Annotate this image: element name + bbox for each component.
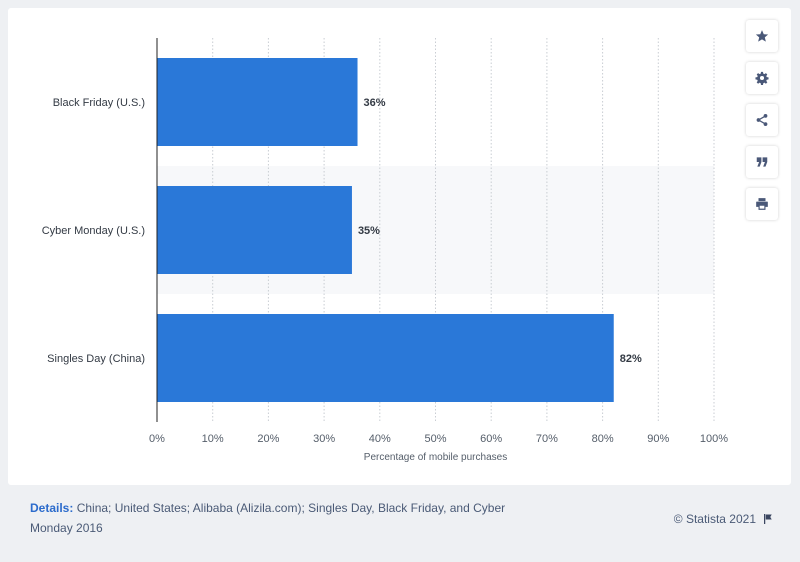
- quote-icon: [756, 157, 768, 167]
- settings-button[interactable]: [746, 62, 778, 94]
- copyright-text: © Statista 2021: [673, 512, 756, 526]
- details-label: Details:: [30, 501, 74, 515]
- x-axis-title: Percentage of mobile purchases: [364, 452, 507, 463]
- print-icon: [756, 198, 768, 210]
- share-button[interactable]: [746, 104, 778, 136]
- bar: [157, 58, 358, 146]
- x-tick-label: 30%: [313, 433, 335, 445]
- category-label: Cyber Monday (U.S.): [42, 225, 145, 237]
- x-tick-label: 40%: [369, 433, 391, 445]
- x-tick-label: 80%: [592, 433, 614, 445]
- bar: [157, 314, 614, 402]
- x-tick-label: 60%: [480, 433, 502, 445]
- details-text: China; United States; Alibaba (Alizila.c…: [30, 501, 506, 535]
- cite-button[interactable]: [746, 146, 778, 178]
- x-tick-label: 100%: [700, 433, 728, 445]
- data-label: 35%: [358, 225, 380, 237]
- bar: [157, 186, 352, 274]
- x-tick-label: 50%: [424, 433, 446, 445]
- data-label: 36%: [364, 97, 386, 109]
- data-label: 82%: [620, 353, 642, 365]
- star-button[interactable]: [746, 20, 778, 52]
- flag-icon: [764, 514, 772, 524]
- category-label: Black Friday (U.S.): [53, 97, 145, 109]
- x-tick-label: 90%: [647, 433, 669, 445]
- star-icon: [755, 30, 769, 42]
- category-label: Singles Day (China): [47, 353, 145, 365]
- chart-footer: Details: China; United States; Alibaba (…: [30, 498, 550, 538]
- copyright[interactable]: © Statista 2021: [674, 512, 774, 526]
- x-tick-label: 0%: [149, 433, 165, 445]
- print-button[interactable]: [746, 188, 778, 220]
- x-tick-label: 10%: [202, 433, 224, 445]
- share-icon: [756, 114, 768, 126]
- x-tick-label: 70%: [536, 433, 558, 445]
- x-tick-label: 20%: [257, 433, 279, 445]
- chart-toolbar: [746, 20, 780, 230]
- gear-icon: [755, 71, 769, 85]
- bar-chart: 0% 10% 20% 30% 40% 50% 60% 70% 80% 90% 100% 36% Blac…: [42, 38, 728, 463]
- chart-card: 0% 10% 20% 30% 40% 50% 60% 70% 80% 90% 100% 36% Blac…: [8, 8, 791, 485]
